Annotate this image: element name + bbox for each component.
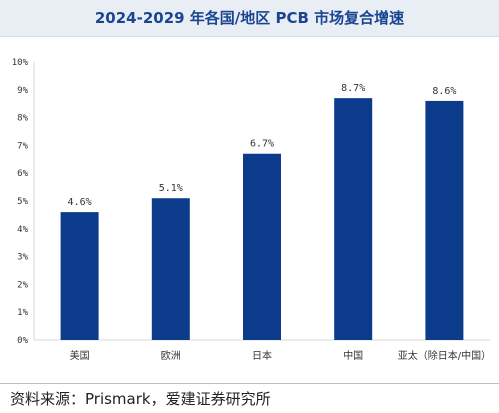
category-labels: 美国 欧洲 日本 中国 亚太（除日本/中国）: [70, 349, 491, 362]
bar: [334, 98, 373, 340]
bar: [425, 100, 464, 340]
y-tick-label: 4%: [17, 225, 28, 235]
source-divider: [0, 383, 499, 384]
y-tick-label: 9%: [17, 86, 28, 96]
y-tick-label: 3%: [17, 253, 28, 263]
y-tick-label: 2%: [17, 280, 28, 290]
chart-title: 2024-2029 年各国/地区 PCB 市场复合增速: [94, 9, 405, 27]
bars: [60, 98, 464, 340]
source-note: 资料来源：Prismark，爱建证券研究所: [10, 390, 271, 408]
category-label: 亚太（除日本/中国）: [398, 349, 491, 362]
y-tick-label: 5%: [17, 197, 28, 207]
title-band: [0, 0, 499, 37]
category-label: 中国: [343, 349, 363, 362]
category-label: 日本: [252, 349, 272, 362]
y-tick-label: 8%: [17, 114, 28, 124]
category-label: 美国: [70, 349, 90, 362]
y-tick-label: 6%: [17, 169, 28, 179]
bar: [60, 212, 99, 340]
y-tick-label: 7%: [17, 141, 28, 151]
y-tick-labels: 0% 1% 2% 3% 4% 5% 6% 7% 8% 9% 10%: [12, 58, 29, 346]
bar: [151, 198, 190, 340]
data-label: 8.6%: [432, 86, 456, 97]
y-tick-label: 1%: [17, 308, 28, 318]
data-label: 4.6%: [68, 197, 92, 208]
category-label: 欧洲: [161, 350, 181, 362]
data-label: 6.7%: [250, 139, 274, 150]
y-tick-label: 0%: [17, 336, 28, 346]
bar-chart: 0% 1% 2% 3% 4% 5% 6% 7% 8% 9% 10% 4.6% 5.1% 6.7% 8.7%…: [12, 58, 491, 362]
data-labels: 4.6% 5.1% 6.7% 8.7% 8.6%: [68, 83, 457, 208]
y-tick-label: 10%: [12, 58, 29, 68]
chart-area: 0% 1% 2% 3% 4% 5% 6% 7% 8% 9% 10% 4.6% 5.1% 6.7% 8.7%…: [0, 40, 499, 378]
data-label: 8.7%: [341, 83, 365, 94]
data-label: 5.1%: [159, 183, 183, 194]
bar: [243, 153, 281, 340]
